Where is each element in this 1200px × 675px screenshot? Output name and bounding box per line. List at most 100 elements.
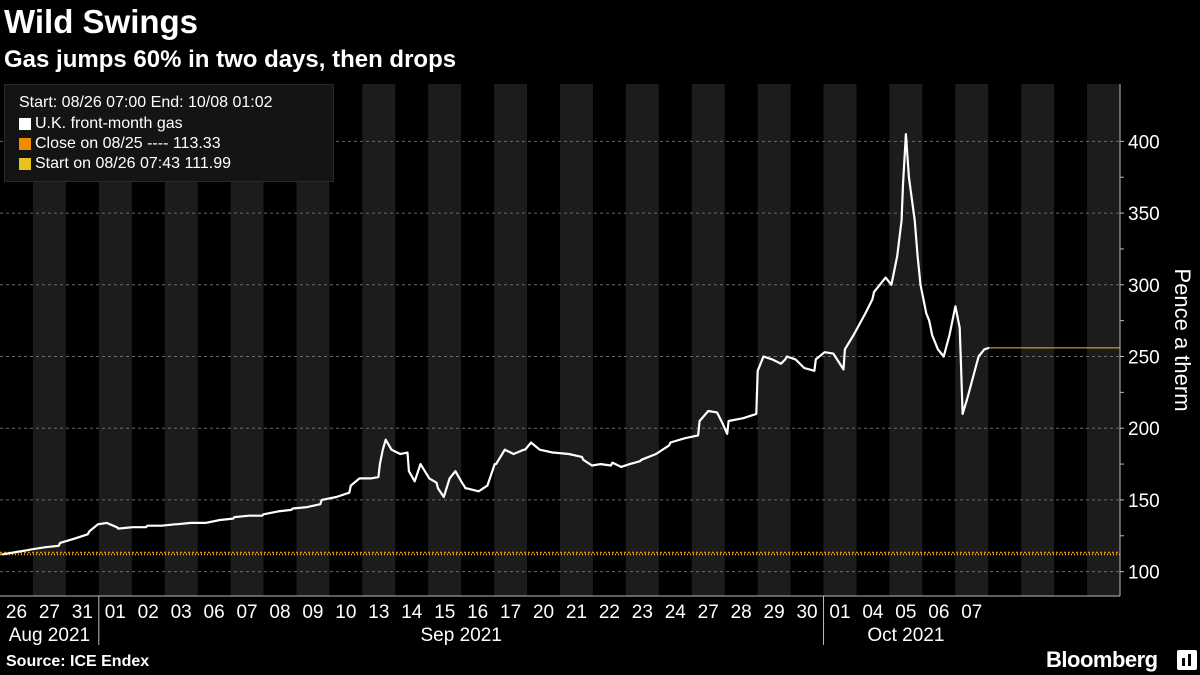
x-tick-label: 06 (928, 602, 949, 623)
x-tick-label: 14 (401, 602, 423, 623)
data-point (291, 507, 294, 510)
data-point (813, 370, 816, 372)
data-point (591, 464, 593, 467)
day-band (560, 84, 593, 596)
data-point (551, 451, 554, 454)
data-point (233, 516, 236, 518)
data-point (726, 433, 728, 435)
data-point (306, 506, 308, 508)
data-point (771, 358, 774, 361)
data-point (655, 453, 657, 455)
y-tick-label: 200 (1128, 419, 1160, 440)
month-label: Aug 2021 (9, 625, 90, 646)
data-point (611, 461, 614, 464)
x-tick-label: 30 (796, 602, 817, 623)
data-point (105, 522, 108, 524)
day-band (362, 84, 396, 596)
data-point (722, 423, 724, 425)
legend-item-start: Start on 08/26 07:43 111.99 (35, 155, 232, 172)
data-point (277, 510, 279, 513)
source-note: Source: ICE Endex (6, 653, 150, 670)
data-point (460, 480, 463, 483)
legend-swatch-close (19, 138, 31, 150)
data-point (44, 546, 47, 549)
data-point (161, 524, 163, 527)
data-point (640, 458, 643, 461)
day-band (889, 84, 923, 596)
y-axis-title: Pence a therm (1170, 268, 1195, 411)
data-point (896, 255, 899, 257)
x-tick-label: 29 (764, 602, 785, 623)
data-point (486, 484, 489, 487)
x-tick-label: 04 (862, 602, 884, 623)
data-point (117, 527, 120, 530)
data-point (610, 464, 612, 467)
y-tick-label: 250 (1128, 347, 1160, 368)
data-point (567, 453, 570, 455)
data-point (794, 358, 797, 361)
data-point (966, 398, 968, 401)
y-tick-label: 300 (1128, 276, 1160, 297)
data-point (780, 362, 782, 365)
data-point (900, 219, 903, 222)
data-point (419, 463, 422, 465)
data-point (413, 480, 416, 483)
data-point (639, 460, 641, 462)
bar-chart-icon (1177, 650, 1197, 670)
data-point (684, 437, 686, 440)
data-point (864, 312, 867, 315)
data-point (27, 549, 29, 551)
data-point (320, 499, 323, 501)
chart-subtitle: Gas jumps 60% in two days, then drops (4, 46, 457, 73)
data-point (495, 463, 497, 465)
data-point (97, 523, 99, 526)
data-point (9, 552, 12, 554)
x-tick-label: 21 (566, 602, 587, 623)
data-point (707, 410, 710, 412)
x-tick-label: 09 (302, 602, 323, 623)
data-point (435, 481, 438, 484)
data-point (668, 444, 670, 447)
data-point (815, 358, 817, 361)
data-point (669, 441, 672, 444)
x-tick-label: 02 (138, 602, 159, 623)
data-point (823, 351, 826, 353)
data-point (512, 453, 515, 455)
x-tick-label: 17 (500, 602, 521, 623)
x-tick-label: 20 (533, 602, 554, 623)
legend-item-gas: U.K. front-month gas (35, 115, 183, 132)
data-point (530, 441, 532, 444)
x-tick-label: 01 (829, 602, 850, 623)
data-point (871, 298, 874, 300)
data-point (73, 537, 76, 540)
y-tick-label: 150 (1128, 491, 1160, 512)
data-point (832, 352, 835, 355)
data-point (716, 411, 718, 414)
x-tick-label: 26 (6, 602, 27, 623)
data-point (983, 348, 986, 351)
data-point (219, 519, 221, 521)
data-point (145, 526, 147, 528)
data-point (890, 283, 893, 286)
day-band (625, 84, 659, 596)
data-point (370, 477, 372, 480)
day-band (691, 84, 725, 596)
data-point (1, 553, 3, 556)
x-tick-label: 24 (665, 602, 687, 623)
data-point (466, 487, 468, 490)
data-point (30, 548, 32, 551)
data-point (582, 458, 585, 461)
data-point (477, 490, 480, 493)
brand-logo: Bloomberg (1046, 647, 1158, 672)
data-point (629, 463, 631, 465)
x-tick-label: 05 (895, 602, 916, 623)
data-point (925, 312, 928, 315)
data-point (762, 355, 765, 358)
data-point (697, 434, 699, 437)
x-tick-label: 01 (105, 602, 126, 623)
data-point (442, 496, 445, 498)
data-point (756, 370, 759, 372)
data-point (174, 523, 176, 526)
data-point (961, 413, 964, 415)
data-point (381, 448, 384, 451)
